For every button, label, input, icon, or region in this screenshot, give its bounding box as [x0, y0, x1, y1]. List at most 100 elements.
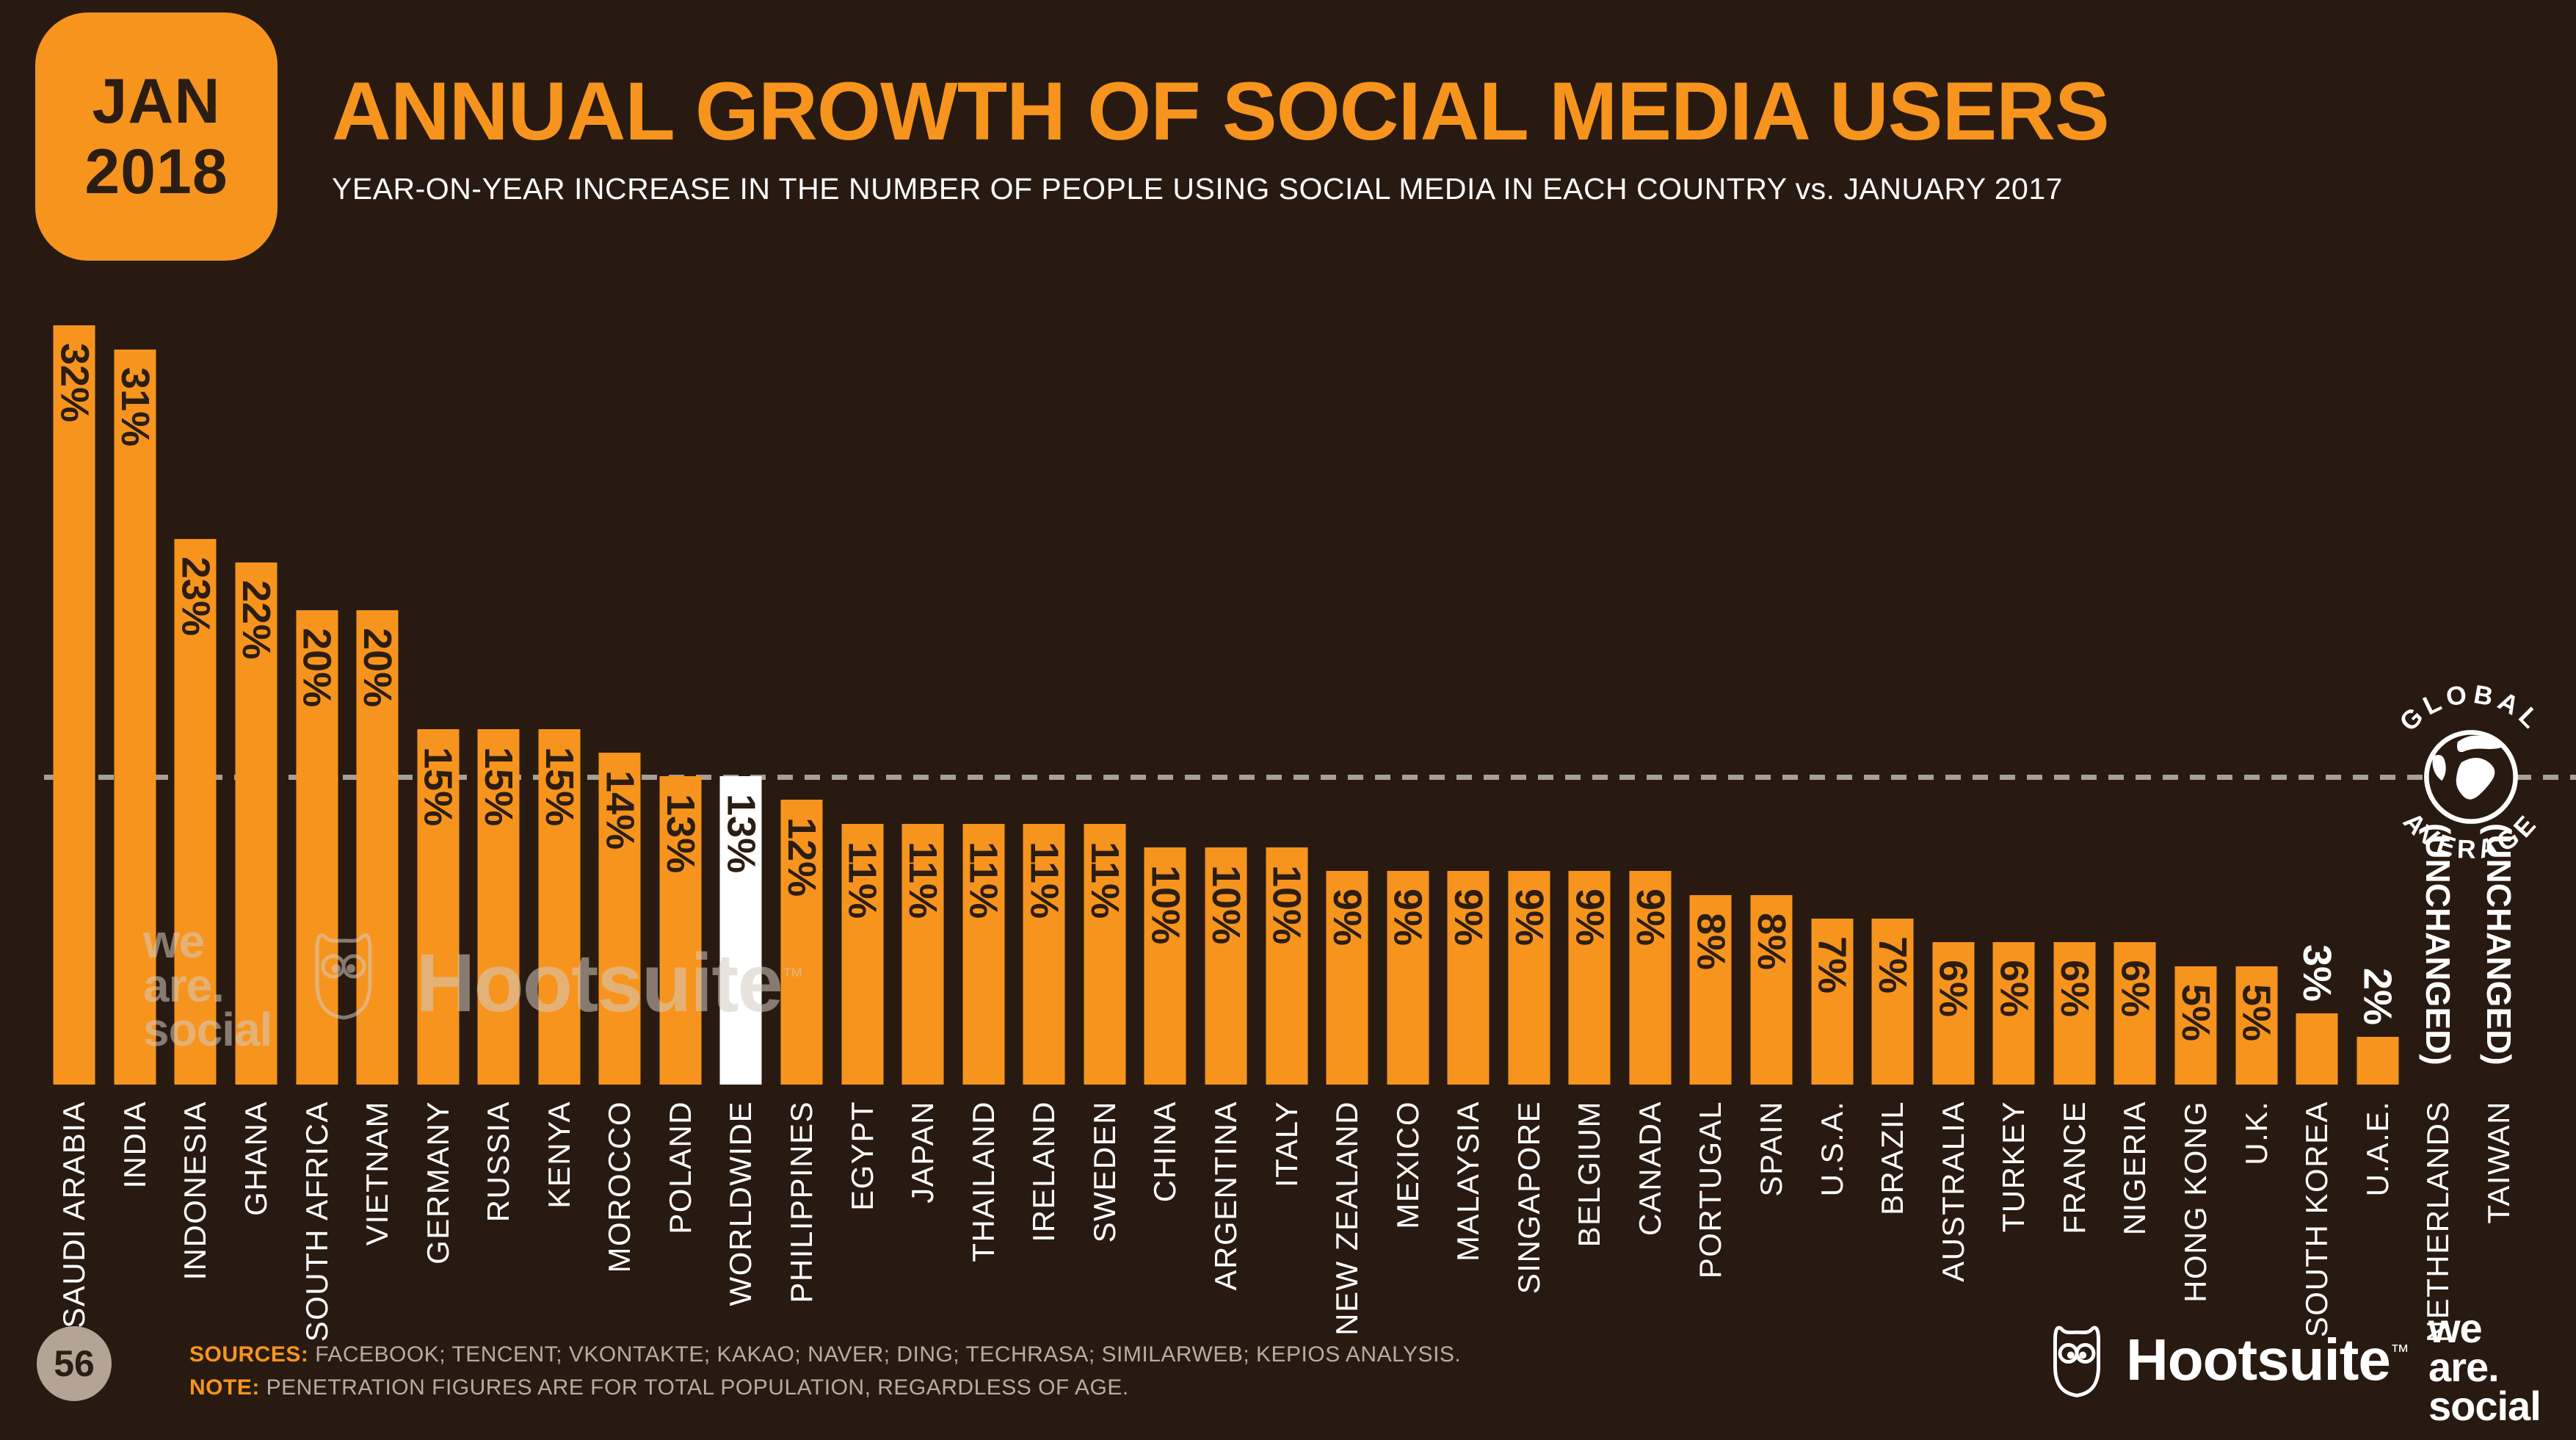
- bar-column: 6% TURKEY: [1984, 294, 2045, 1232]
- bar-value-label: 10%: [1143, 865, 1188, 945]
- bar: 9%: [1567, 871, 1612, 1085]
- bar-column: 6% AUSTRALIA: [1923, 294, 1984, 1282]
- bar-value-label: 13%: [719, 794, 763, 874]
- bar-column: 2% U.A.E.: [2347, 294, 2408, 1196]
- bar: 10%: [1265, 847, 1309, 1085]
- date-badge-month: JAN: [92, 65, 221, 137]
- country-label: U.K.: [2238, 1101, 2274, 1165]
- bar-column: 11% THAILAND: [953, 294, 1014, 1262]
- country-label: ARGENTINA: [1208, 1101, 1243, 1291]
- country-label: U.S.A.: [1814, 1101, 1849, 1197]
- country-label: NIGERIA: [2117, 1101, 2152, 1236]
- bar-value-label: 5%: [2234, 983, 2279, 1041]
- bar: 9%: [1628, 871, 1672, 1085]
- country-label: EGYPT: [844, 1101, 879, 1211]
- bar-column: 15% GERMANY: [407, 294, 468, 1264]
- global-average-reference-line: [44, 775, 2576, 780]
- bar-unchanged-label: (UNCHANGED): [2479, 823, 2518, 1065]
- bar-value-label: 9%: [1506, 889, 1551, 947]
- bar-column: 9% CANADA: [1620, 294, 1681, 1236]
- bar: 5%: [2234, 966, 2279, 1085]
- bar-column: 11% SWEDEN: [1075, 294, 1136, 1242]
- date-badge-year: 2018: [84, 137, 228, 207]
- bar: 11%: [901, 823, 945, 1085]
- bar-value-label: 14%: [598, 770, 642, 850]
- wearesocial-watermark: we are. social: [143, 918, 272, 1053]
- bar: 32%: [52, 325, 97, 1085]
- svg-text:GLOBAL: GLOBAL: [2394, 679, 2549, 737]
- bar-column: 5% U.K.: [2226, 294, 2287, 1165]
- hootsuite-owl-icon: [2053, 1325, 2100, 1397]
- watermark: we are. social Hootsuite™: [143, 918, 804, 1053]
- bar-columns: 32% SAUDI ARABIA 31% INDIA 23% INDONESIA 22% GH…: [44, 294, 2530, 1342]
- hootsuite-watermark: Hootsuite™: [416, 936, 803, 1030]
- bar: 20%: [355, 610, 399, 1085]
- bar-value-label: 9%: [1628, 889, 1672, 947]
- bar: 7%: [1871, 918, 1915, 1085]
- bar: 9%: [1385, 871, 1430, 1085]
- bar: 13%: [658, 776, 703, 1085]
- bar-value-label: 11%: [961, 841, 1006, 919]
- bar-value-label: 32%: [52, 343, 97, 423]
- bar-value-label: 3%: [2295, 944, 2340, 1002]
- bar-column: 12% PHILIPPINES: [772, 294, 832, 1303]
- country-label: HONG KONG: [2177, 1101, 2213, 1303]
- country-label: BRAZIL: [1875, 1101, 1910, 1216]
- hootsuite-owl-watermark-icon: [315, 933, 372, 1020]
- bar-column: 20% VIETNAM: [347, 294, 408, 1245]
- bar-column: 7% U.S.A.: [1802, 294, 1862, 1196]
- bar-value-label: 15%: [416, 746, 460, 826]
- country-label: SWEDEN: [1086, 1101, 1122, 1243]
- country-label: SPAIN: [1754, 1101, 1789, 1197]
- bar: 12%: [780, 800, 824, 1085]
- country-label: BELGIUM: [1572, 1101, 1607, 1248]
- bar-column: 9% MEXICO: [1377, 294, 1438, 1229]
- country-label: SOUTH AFRICA: [299, 1101, 334, 1342]
- bar-column: 13% WORLDWIDE: [711, 294, 772, 1306]
- bar-value-label: 11%: [1082, 841, 1127, 919]
- global-average-globe-icon: GLOBAL AVERAGE: [2394, 679, 2549, 864]
- note-text: PENETRATION FIGURES ARE FOR TOTAL POPULA…: [259, 1375, 1129, 1400]
- bar: 15%: [416, 728, 460, 1085]
- country-label: MEXICO: [1390, 1101, 1425, 1229]
- country-label: GERMANY: [420, 1101, 455, 1264]
- bar-value-label: 15%: [476, 746, 521, 826]
- country-label: AUSTRALIA: [1935, 1101, 1970, 1282]
- bar-column: 9% NEW ZEALAND: [1317, 294, 1378, 1336]
- bar: 14%: [598, 752, 642, 1085]
- bar-column: 11% IRELAND: [1014, 294, 1075, 1242]
- page-number: 56: [54, 1343, 95, 1384]
- wearesocial-logo: we are. social: [2428, 1307, 2541, 1427]
- country-label: TURKEY: [1996, 1101, 2031, 1233]
- bar: 10%: [1143, 847, 1188, 1085]
- country-label: SOUTH KOREA: [2299, 1101, 2334, 1338]
- bar-value-label: 15%: [537, 746, 581, 826]
- bar-column: 8% PORTUGAL: [1680, 294, 1741, 1278]
- page-subtitle: YEAR-ON-YEAR INCREASE IN THE NUMBER OF P…: [332, 172, 2063, 206]
- bar: 9%: [1325, 871, 1369, 1085]
- bar-value-label: 10%: [1203, 865, 1248, 945]
- bar-value-label: 9%: [1385, 889, 1430, 947]
- bar-value-label: 5%: [2173, 983, 2218, 1041]
- country-label: NETHERLANDS: [2420, 1101, 2456, 1343]
- hootsuite-logo: Hootsuite™: [2047, 1319, 2409, 1401]
- bar: 11%: [841, 823, 885, 1085]
- bar-value-label: 12%: [780, 817, 824, 897]
- bar: 8%: [1749, 894, 1793, 1085]
- bar-column: 7% BRAZIL: [1862, 294, 1923, 1215]
- bar-value-label: 6%: [2052, 960, 2097, 1018]
- bar-value-label: 6%: [1931, 960, 1975, 1018]
- bar: 2%: [2356, 968, 2400, 1085]
- bar: 11%: [1082, 823, 1127, 1085]
- bar-column: 15% KENYA: [529, 294, 590, 1209]
- header: ANNUAL GROWTH OF SOCIAL MEDIA USERS YEAR…: [332, 70, 2547, 206]
- bar-column: (UNCHANGED) TAIWAN: [2469, 294, 2530, 1223]
- bar-column: 23% INDONESIA: [165, 294, 226, 1281]
- bar: 6%: [2052, 942, 2097, 1085]
- bar-value-label: 2%: [2355, 968, 2400, 1026]
- bar-value-label: 22%: [233, 580, 278, 660]
- sources-text: FACEBOOK; TENCENT; VKONTAKTE; KAKAO; NAV…: [308, 1342, 1462, 1367]
- bar-value-label: 9%: [1567, 889, 1612, 947]
- watermark-are: are.: [143, 959, 225, 1013]
